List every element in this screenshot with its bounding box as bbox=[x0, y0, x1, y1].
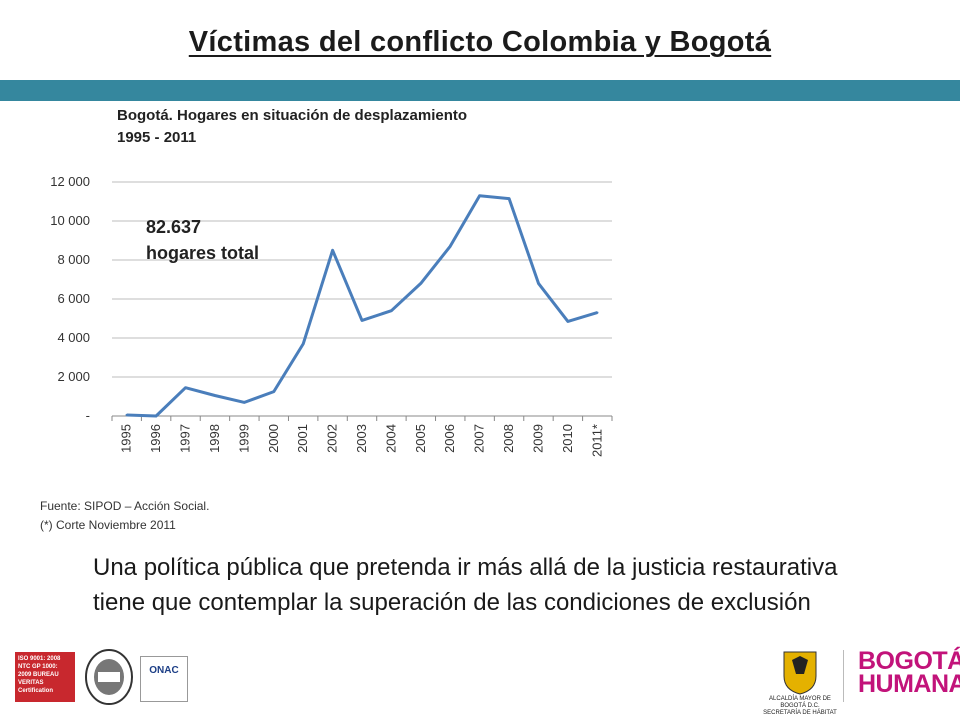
x-tick-label: 2002 bbox=[325, 424, 340, 453]
y-tick-label: 4 000 bbox=[57, 330, 90, 345]
bogota-humana-logo: BOGOTÁ HUMANA bbox=[858, 647, 960, 698]
source-note: Fuente: SIPOD – Acción Social. (*) Corte… bbox=[40, 497, 209, 535]
data-point bbox=[125, 413, 128, 417]
source-line1: Fuente: SIPOD – Acción Social. bbox=[40, 499, 210, 513]
y-tick-label: - bbox=[86, 408, 90, 423]
data-point bbox=[272, 390, 275, 393]
alcaldia-text: ALCALDÍA MAYOR DE BOGOTÁ D.C. bbox=[769, 696, 831, 709]
data-point bbox=[243, 401, 246, 404]
logo-divider bbox=[843, 650, 844, 702]
data-point bbox=[596, 311, 599, 314]
data-point bbox=[331, 249, 334, 252]
x-tick-label: 2005 bbox=[413, 424, 428, 453]
x-tick-label: 2009 bbox=[530, 424, 545, 453]
x-tick-label: 1998 bbox=[207, 424, 222, 453]
y-tick-label: 6 000 bbox=[57, 291, 90, 306]
x-tick-label: 2006 bbox=[442, 424, 457, 453]
data-point bbox=[360, 319, 364, 322]
data-point bbox=[390, 309, 393, 312]
chart-title: Bogotá. Hogares en situación de desplaza… bbox=[117, 105, 467, 149]
total-value: 82.637 bbox=[146, 217, 202, 237]
data-point bbox=[566, 320, 570, 323]
data-point bbox=[478, 194, 481, 197]
data-point bbox=[449, 245, 452, 248]
slide-title: Víctimas del conflicto Colombia y Bogotá bbox=[188, 26, 772, 58]
bogota-coat-of-arms-icon bbox=[783, 651, 817, 695]
body-paragraph: Una política pública que pretenda ir más… bbox=[93, 554, 838, 616]
brand-line2: HUMANA bbox=[858, 670, 960, 698]
data-point bbox=[537, 282, 540, 285]
x-tick-label: 2004 bbox=[383, 424, 398, 453]
brand-line1: BOGOTÁ bbox=[858, 647, 960, 675]
x-tick-label: 1997 bbox=[178, 424, 193, 453]
data-point bbox=[301, 342, 305, 346]
data-point bbox=[507, 197, 511, 200]
source-line2: (*) Corte Noviembre 2011 bbox=[40, 518, 176, 532]
chart-title-line2: 1995 - 2011 bbox=[117, 129, 197, 146]
data-point bbox=[184, 386, 187, 389]
x-tick-label: 1999 bbox=[236, 424, 251, 453]
onac-logo: ONAC bbox=[140, 656, 188, 702]
data-point bbox=[213, 394, 217, 397]
x-tick-label: 1995 bbox=[119, 424, 134, 453]
bureau-veritas-seal-icon bbox=[85, 649, 133, 705]
data-point bbox=[419, 282, 423, 285]
title-accent-bar bbox=[0, 80, 960, 101]
x-tick-label: 2011* bbox=[589, 424, 604, 457]
x-tick-label: 2010 bbox=[560, 424, 575, 453]
x-tick-label: 2000 bbox=[266, 424, 281, 453]
x-tick-label: 2008 bbox=[501, 424, 516, 453]
data-point bbox=[154, 414, 158, 418]
y-tick-label: 2 000 bbox=[57, 369, 90, 384]
y-tick-label: 12 000 bbox=[50, 174, 90, 189]
secretaria-text: SECRETARÍA DE HÁBITAT bbox=[763, 710, 837, 716]
y-tick-label: 10 000 bbox=[50, 213, 90, 228]
x-tick-label: 2007 bbox=[472, 424, 487, 453]
total-label: hogares total bbox=[146, 243, 260, 263]
x-tick-label: 1996 bbox=[148, 424, 163, 453]
y-tick-label: 8 000 bbox=[57, 252, 90, 267]
total-annotation: 82.637 hogares total bbox=[146, 214, 259, 266]
chart-title-line1: Bogotá. Hogares en situación de desplaza… bbox=[117, 107, 468, 124]
iso-certification-logo: ISO 9001: 2008 NTC GP 1000: 2009 BUREAU … bbox=[15, 652, 75, 702]
x-tick-label: 2003 bbox=[354, 424, 369, 453]
x-tick-label: 2001 bbox=[295, 424, 310, 453]
